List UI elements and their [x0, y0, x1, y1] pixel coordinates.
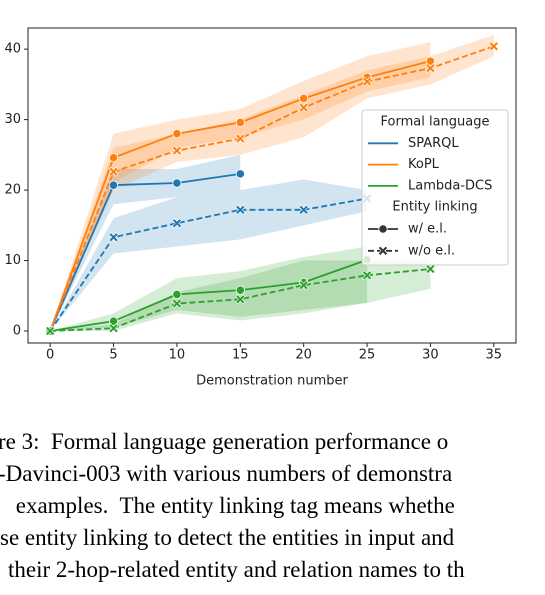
point [171, 218, 182, 229]
legend-label: KoPL [408, 157, 440, 172]
point [108, 166, 119, 177]
x-tick-label: 30 [422, 348, 439, 363]
series-line [50, 258, 368, 332]
point [488, 41, 499, 52]
legend-box [361, 109, 509, 266]
point [235, 285, 245, 295]
caption-line: se entity linking to detect the entities… [0, 525, 455, 550]
legend-title: Formal language [381, 115, 490, 130]
legend-marker [378, 224, 388, 234]
x-tick-label: 35 [486, 348, 503, 363]
x-tick-label: 25 [359, 348, 376, 363]
point [171, 298, 182, 309]
point [425, 63, 436, 74]
series-line [49, 45, 495, 332]
plot [45, 35, 499, 337]
legend-marker [377, 245, 389, 256]
point [171, 145, 182, 156]
x-axis-label: Demonstration number [196, 374, 348, 389]
point [425, 263, 436, 275]
caption-line: examples. The entity linking tag means w… [10, 493, 455, 518]
legend-label: w/ e.l. [408, 222, 447, 237]
point [362, 76, 373, 87]
y-tick-label: 10 [4, 253, 21, 268]
point [235, 169, 245, 179]
caption: re 3: Formal language generation perform… [0, 429, 465, 582]
x-tick-label: 10 [169, 348, 186, 363]
point [108, 232, 119, 243]
point [45, 325, 56, 337]
caption-line: -Davinci-003 with various numbers of dem… [0, 461, 452, 486]
x-tick-label: 20 [295, 348, 312, 363]
point [235, 117, 245, 128]
series-line [49, 197, 368, 332]
point [235, 294, 246, 305]
x-tick-label: 0 [46, 348, 54, 363]
point [362, 270, 373, 281]
legend: Formal language SPARQL KoPL Lambda-DCS Entit… [361, 109, 509, 266]
point [172, 129, 182, 139]
point [299, 93, 309, 104]
caption-line: their 2-hop-related entity and relation … [8, 557, 465, 582]
plot-frame [27, 27, 517, 344]
legend-label: Lambda-DCS [408, 178, 492, 193]
point [298, 204, 309, 215]
point [108, 316, 119, 326]
y-tick-label: 20 [4, 183, 21, 198]
point [235, 204, 246, 215]
y-tick-label: 40 [4, 42, 21, 57]
series-line [49, 172, 241, 332]
caption-line: re 3: Formal language generation perform… [0, 429, 448, 454]
point [298, 280, 309, 291]
confidence-band [50, 260, 431, 332]
point [108, 323, 119, 334]
point [425, 56, 436, 66]
x-tick-label: 15 [232, 348, 249, 363]
point [235, 133, 246, 144]
confidence-band [50, 35, 494, 332]
point [108, 180, 119, 190]
point [298, 102, 309, 113]
y-tick-label: 0 [13, 324, 21, 339]
y-tick-label: 30 [4, 112, 21, 127]
point [172, 178, 182, 188]
point [172, 289, 182, 299]
point [108, 153, 119, 163]
legend-title: Entity linking [392, 200, 477, 215]
legend-label: w/o e.l. [408, 243, 455, 258]
x-tick-label: 5 [109, 348, 117, 363]
confidence-band [50, 179, 368, 332]
confidence-band [50, 246, 368, 332]
legend-label: SPARQL [408, 136, 459, 151]
